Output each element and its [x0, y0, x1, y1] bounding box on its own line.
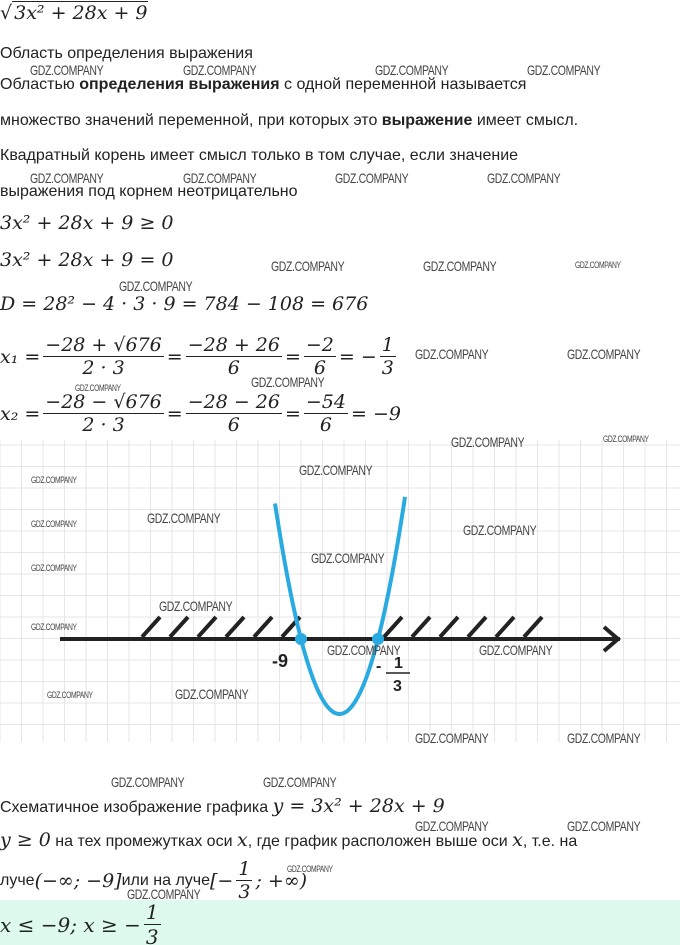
- hatch-mark: [466, 615, 488, 639]
- watermark: GDZ.COMPANY: [31, 563, 77, 573]
- root-label-2-den: 3: [393, 678, 402, 695]
- watermark: GDZ.COMPANY: [159, 598, 233, 614]
- watermark: GDZ.COMPANY: [567, 818, 641, 834]
- watermark: GDZ.COMPANY: [575, 260, 621, 270]
- watermark: GDZ.COMPANY: [327, 642, 401, 658]
- hatch-mark: [196, 615, 218, 639]
- watermark: GDZ.COMPANY: [375, 62, 449, 78]
- watermark: GDZ.COMPANY: [75, 383, 121, 393]
- watermark: GDZ.COMPANY: [527, 62, 601, 78]
- watermark: GDZ.COMPANY: [335, 170, 409, 186]
- root-label-2-num: 1: [394, 655, 403, 672]
- parabola-sketch: -9 - 1 3: [0, 440, 680, 742]
- watermark: GDZ.COMPANY: [567, 346, 641, 362]
- hatch-mark: [252, 615, 274, 639]
- hatch-mark: [438, 615, 460, 639]
- watermark: GDZ.COMPANY: [147, 510, 221, 526]
- hatch-mark: [522, 615, 544, 639]
- radicand: 3x² + 28x + 9: [12, 1, 148, 24]
- answer-box: x ≤ −9; x ≥ −1 3: [0, 900, 680, 945]
- hatch-mark: [168, 615, 190, 639]
- root-label-1: -9: [272, 651, 288, 671]
- watermark: GDZ.COMPANY: [111, 774, 185, 790]
- root-label-2-sign: -: [376, 658, 381, 675]
- watermark: GDZ.COMPANY: [127, 886, 201, 902]
- watermark: GDZ.COMPANY: [31, 622, 77, 632]
- watermark: GDZ.COMPANY: [415, 818, 489, 834]
- parabola-curve: [273, 496, 407, 717]
- root-x2: x₂ = −28 − √676 2 · 3 = −28 − 26 6 = −54 6 = …: [0, 391, 401, 436]
- root-point-2: [372, 633, 384, 645]
- answer: x ≤ −9; x ≥ −1 3: [0, 900, 161, 945]
- definition-line-1: Областью определения выражения с одной п…: [0, 76, 527, 93]
- watermark: GDZ.COMPANY: [479, 642, 553, 658]
- hatch-mark: [494, 615, 516, 639]
- watermark: GDZ.COMPANY: [47, 690, 93, 700]
- watermark: GDZ.COMPANY: [175, 686, 249, 702]
- watermark: GDZ.COMPANY: [271, 258, 345, 274]
- watermark: GDZ.COMPANY: [415, 730, 489, 746]
- graph-caption: Схематичное изображение графика y = 3x² …: [0, 795, 445, 817]
- root-point-1: [295, 633, 307, 645]
- watermark: GDZ.COMPANY: [183, 62, 257, 78]
- watermark: GDZ.COMPANY: [30, 62, 104, 78]
- watermark: GDZ.COMPANY: [119, 278, 193, 294]
- radical-sign: √: [0, 2, 13, 24]
- section-heading: Область определения выражения: [0, 45, 253, 62]
- hatch-mark: [410, 615, 432, 639]
- watermark: GDZ.COMPANY: [487, 170, 561, 186]
- watermark: GDZ.COMPANY: [263, 774, 337, 790]
- hatch-mark: [140, 615, 162, 639]
- watermark: GDZ.COMPANY: [31, 475, 77, 485]
- inequality: 3x² + 28x + 9 ≥ 0: [0, 212, 174, 234]
- hatching: [140, 615, 544, 639]
- watermark: GDZ.COMPANY: [299, 462, 373, 478]
- watermark: GDZ.COMPANY: [423, 258, 497, 274]
- watermark: GDZ.COMPANY: [311, 550, 385, 566]
- explanation-line-2: луче (−∞; −9] или на луче [− 1 3; +∞): [0, 858, 308, 903]
- watermark: GDZ.COMPANY: [451, 434, 525, 450]
- watermark: GDZ.COMPANY: [415, 346, 489, 362]
- root-x1: x₁ = −28 + √676 2 · 3 = −28 + 26 6 = −2 6 = −…: [0, 334, 396, 379]
- condition-line-1: Квадратный корень имеет смысл только в т…: [0, 147, 519, 164]
- expression: √ 3x² + 28x + 9: [0, 1, 148, 24]
- watermark: GDZ.COMPANY: [31, 519, 77, 529]
- explanation-line-1: y ≥ 0 на тех промежутках оси x, где граф…: [0, 829, 578, 851]
- watermark: GDZ.COMPANY: [251, 374, 325, 390]
- equation: 3x² + 28x + 9 = 0: [0, 249, 174, 271]
- discriminant: D = 28² − 4 · 3 · 9 = 784 − 108 = 676: [0, 293, 369, 315]
- watermark: GDZ.COMPANY: [287, 864, 333, 874]
- watermark: GDZ.COMPANY: [567, 730, 641, 746]
- condition-line-2: выражения под корнем неотрицательно: [0, 183, 298, 200]
- grid: [0, 440, 680, 742]
- hatch-mark: [382, 615, 404, 639]
- axis-arrow-icon: [602, 625, 622, 653]
- watermark: GDZ.COMPANY: [603, 434, 649, 444]
- watermark: GDZ.COMPANY: [30, 170, 104, 186]
- watermark: GDZ.COMPANY: [463, 522, 537, 538]
- watermark: GDZ.COMPANY: [183, 170, 257, 186]
- hatch-mark: [224, 615, 246, 639]
- definition-line-2: множество значений переменной, при котор…: [0, 112, 579, 129]
